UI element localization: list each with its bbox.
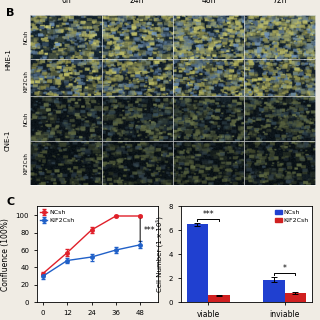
Text: 0h: 0h (61, 0, 71, 5)
Bar (208, 295, 229, 302)
Bar (263, 280, 284, 302)
Text: KIF2Csh: KIF2Csh (24, 70, 29, 92)
Legend: NCsh, KIF2Csh: NCsh, KIF2Csh (276, 210, 309, 223)
Text: HNE-1: HNE-1 (5, 48, 11, 70)
Text: NCsh: NCsh (24, 111, 29, 126)
Text: CNE-1: CNE-1 (5, 130, 11, 151)
Text: 72h: 72h (272, 0, 287, 5)
Text: ***: *** (202, 210, 214, 219)
Text: KIF2Csh: KIF2Csh (24, 152, 29, 174)
Text: C: C (6, 197, 14, 207)
Bar (284, 292, 306, 302)
Text: NCsh: NCsh (24, 30, 29, 44)
Text: ***: *** (144, 226, 156, 235)
Y-axis label: Confluence (100%): Confluence (100%) (1, 218, 10, 291)
Text: *: * (283, 264, 287, 273)
Legend: NCsh, KIF2Csh: NCsh, KIF2Csh (40, 210, 75, 223)
Y-axis label: Cell Number (1 x 10⁵): Cell Number (1 x 10⁵) (156, 216, 163, 292)
Text: B: B (6, 8, 15, 18)
Bar (187, 224, 208, 302)
Text: 48h: 48h (201, 0, 216, 5)
Text: 24h: 24h (130, 0, 144, 5)
